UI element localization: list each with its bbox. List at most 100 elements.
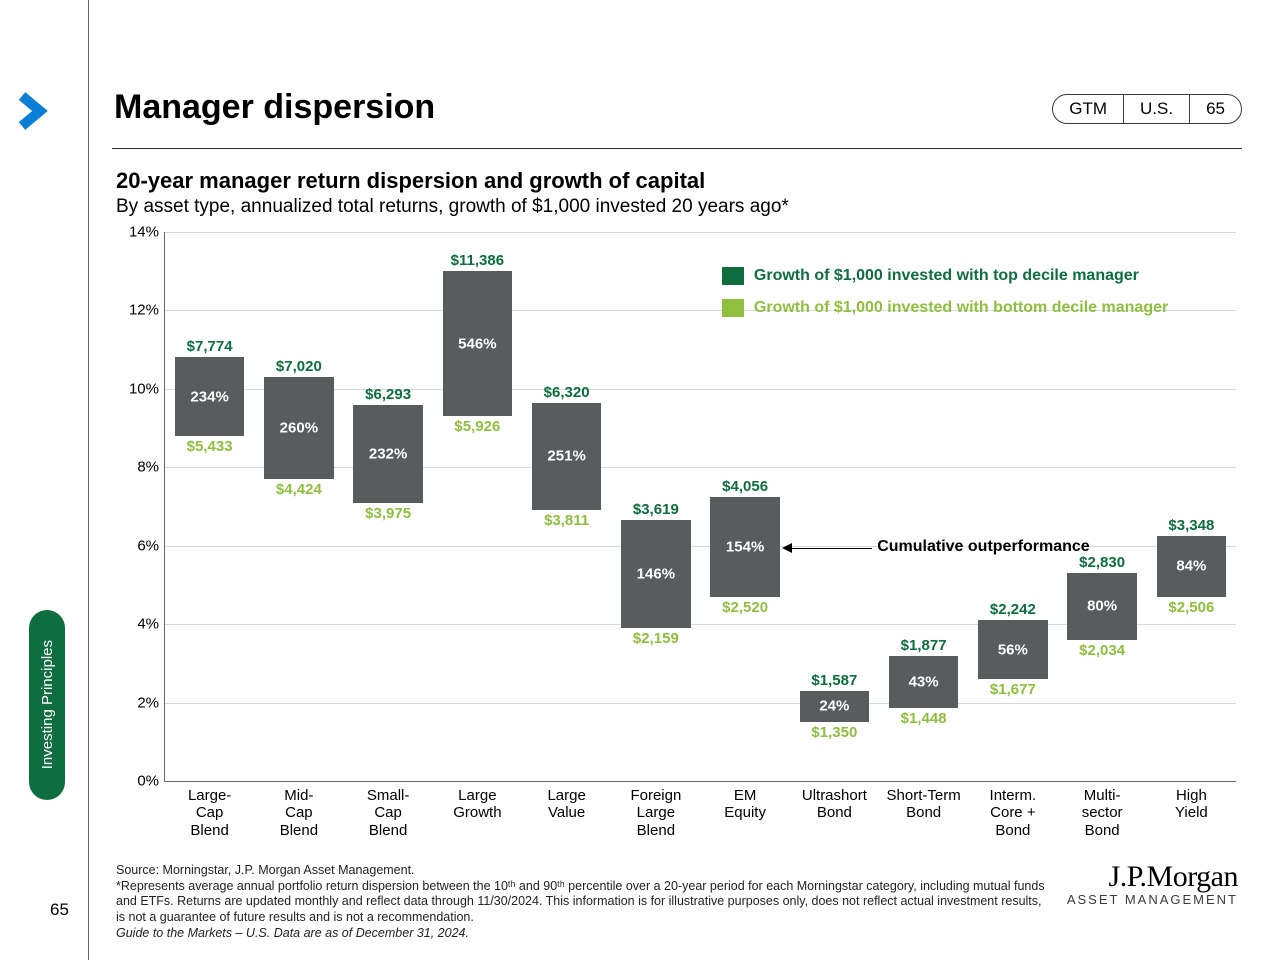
bar-bottom-value: $3,975 — [365, 505, 411, 522]
chart-area: 0%2%4%6%8%10%12%14%$7,774$5,433234%Large… — [116, 222, 1236, 792]
bar-bottom-value: $1,677 — [990, 681, 1036, 698]
legend-label: Growth of $1,000 invested with top decil… — [754, 267, 1139, 285]
y-axis-label: 6% — [137, 537, 165, 554]
y-axis-label: 2% — [137, 694, 165, 711]
bar-bottom-value: $3,811 — [544, 512, 589, 529]
dispersion-bar: $1,877$1,44843% — [889, 656, 959, 709]
page-title: Manager dispersion — [114, 88, 435, 127]
dispersion-bar: $3,619$2,159146% — [621, 520, 691, 628]
bar-bottom-value: $2,520 — [722, 599, 768, 616]
chevron-right-icon — [18, 92, 52, 135]
legend-entry-bottom: Growth of $1,000 invested with bottom de… — [722, 299, 1168, 317]
bar-bottom-value: $2,159 — [633, 630, 679, 647]
jpmorgan-logo: J.P.Morgan ASSET MANAGEMENT — [1067, 860, 1238, 907]
bar-top-value: $6,320 — [544, 384, 590, 401]
x-axis-label: Mid- Cap Blend — [280, 787, 318, 839]
x-axis-label: Large Value — [547, 787, 585, 822]
badge-region: U.S. — [1124, 95, 1190, 123]
bar-bottom-value: $5,926 — [454, 418, 500, 435]
bar-outperformance: 80% — [1087, 598, 1117, 615]
dispersion-bar: $2,830$2,03480% — [1067, 573, 1137, 640]
x-axis-label: Foreign Large Blend — [630, 787, 681, 839]
dispersion-bar: $3,348$2,50684% — [1157, 536, 1227, 597]
bar-outperformance: 146% — [637, 566, 675, 583]
bar-top-value: $11,386 — [451, 252, 504, 269]
bar-bottom-value: $5,433 — [187, 438, 233, 455]
x-axis-label: Large- Cap Blend — [188, 787, 231, 839]
annotation-arrow-icon — [782, 543, 792, 553]
footer-guide: Guide to the Markets – U.S. Data are as … — [116, 926, 1050, 942]
plot-region: 0%2%4%6%8%10%12%14%$7,774$5,433234%Large… — [164, 232, 1236, 782]
bar-top-value: $1,877 — [901, 637, 947, 654]
dispersion-bar: $6,293$3,975232% — [353, 405, 423, 503]
legend-swatch — [722, 299, 744, 317]
bar-outperformance: 24% — [819, 698, 849, 715]
y-axis-label: 0% — [137, 773, 165, 790]
footer-note: *Represents average annual portfolio ret… — [116, 879, 1050, 926]
y-axis-label: 10% — [129, 380, 165, 397]
bar-top-value: $2,242 — [990, 601, 1036, 618]
bar-bottom-value: $2,506 — [1168, 599, 1214, 616]
bar-outperformance: 56% — [998, 641, 1028, 658]
legend-label: Growth of $1,000 invested with bottom de… — [754, 299, 1168, 317]
header-badge: GTM U.S. 65 — [1052, 94, 1242, 124]
bar-top-value: $1,587 — [811, 672, 857, 689]
bar-bottom-value: $4,424 — [276, 481, 322, 498]
dispersion-bar: $1,587$1,35024% — [800, 691, 870, 722]
x-axis-label: Multi- sector Bond — [1082, 787, 1123, 839]
logo-main: J.P.Morgan — [1067, 860, 1238, 894]
dispersion-bar: $7,774$5,433234% — [175, 357, 245, 435]
bar-outperformance: 251% — [547, 448, 585, 465]
x-axis-label: Interm. Core + Bond — [990, 787, 1037, 839]
dispersion-bar: $2,242$1,67756% — [978, 620, 1048, 679]
bar-outperformance: 234% — [190, 388, 228, 405]
bar-top-value: $7,774 — [187, 338, 233, 355]
legend-entry-top: Growth of $1,000 invested with top decil… — [722, 267, 1139, 285]
x-axis-label: Large Growth — [453, 787, 501, 822]
badge-page: 65 — [1190, 95, 1241, 123]
footer-source: Source: Morningstar, J.P. Morgan Asset M… — [116, 863, 1050, 879]
bar-top-value: $4,056 — [722, 478, 768, 495]
x-axis-label: Ultrashort Bond — [802, 787, 867, 822]
x-axis-label: Small- Cap Blend — [367, 787, 410, 839]
dispersion-bar: $4,056$2,520154% — [710, 497, 780, 597]
title-divider — [112, 148, 1242, 149]
gridline — [165, 703, 1236, 704]
bar-outperformance: 260% — [280, 420, 318, 437]
annotation-line — [791, 548, 872, 549]
gridline — [165, 232, 1236, 233]
footer-notes: Source: Morningstar, J.P. Morgan Asset M… — [116, 863, 1050, 941]
bar-bottom-value: $1,350 — [811, 724, 857, 741]
badge-gtm: GTM — [1053, 95, 1124, 123]
x-axis-label: Short-Term Bond — [887, 787, 961, 822]
y-axis-label: 14% — [129, 224, 165, 241]
dispersion-bar: $7,020$4,424260% — [264, 377, 334, 479]
bar-top-value: $2,830 — [1079, 554, 1125, 571]
annotation-label: Cumulative outperformance — [877, 538, 1089, 556]
x-axis-label: EM Equity — [724, 787, 766, 822]
y-axis-label: 12% — [129, 302, 165, 319]
bar-bottom-value: $2,034 — [1079, 642, 1125, 659]
bar-outperformance: 232% — [369, 445, 407, 462]
category-pill: Investing Principles — [29, 610, 65, 800]
x-axis-label: High Yield — [1175, 787, 1208, 822]
bar-top-value: $7,020 — [276, 358, 322, 375]
logo-sub: ASSET MANAGEMENT — [1067, 892, 1238, 907]
category-pill-label: Investing Principles — [39, 640, 56, 769]
legend-swatch — [722, 267, 744, 285]
dispersion-bar: $6,320$3,811251% — [532, 403, 602, 511]
bar-outperformance: 154% — [726, 538, 764, 555]
bar-top-value: $3,619 — [633, 501, 679, 518]
bar-outperformance: 546% — [458, 335, 496, 352]
left-rule — [88, 0, 89, 960]
bar-top-value: $3,348 — [1168, 517, 1214, 534]
bar-outperformance: 43% — [909, 673, 939, 690]
y-axis-label: 8% — [137, 459, 165, 476]
bar-top-value: $6,293 — [365, 386, 411, 403]
dispersion-bar: $11,386$5,926546% — [443, 271, 513, 416]
chart-title: 20-year manager return dispersion and gr… — [116, 168, 705, 194]
chart-subtitle: By asset type, annualized total returns,… — [116, 196, 789, 218]
y-axis-label: 4% — [137, 616, 165, 633]
bar-outperformance: 84% — [1176, 558, 1206, 575]
bar-bottom-value: $1,448 — [901, 710, 947, 727]
